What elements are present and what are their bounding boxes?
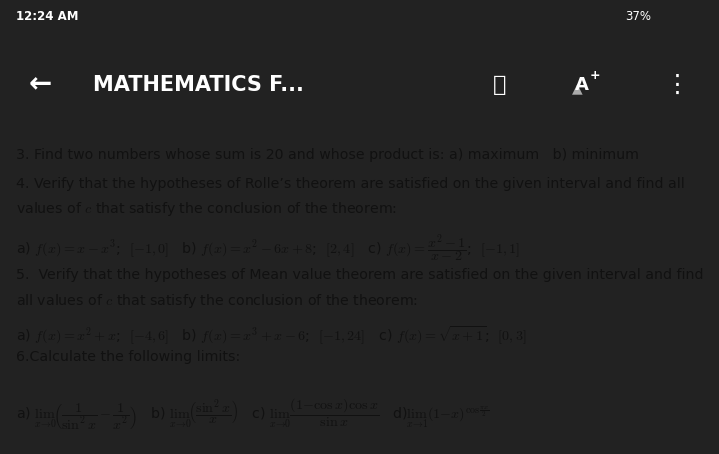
Text: MATHEMATICS F...: MATHEMATICS F... — [93, 75, 304, 95]
Text: values of $c$ that satisfy the conclusion of the theorem:: values of $c$ that satisfy the conclusio… — [16, 200, 397, 218]
Text: 12:24 AM: 12:24 AM — [16, 10, 78, 24]
Text: 37%: 37% — [626, 10, 651, 24]
Text: ←: ← — [29, 71, 52, 99]
Text: ⌕: ⌕ — [493, 75, 506, 95]
Text: a) $f(x) = x - x^3$;  $[-1,0]$   b) $f(x) = x^2 - 6x + 8$;  $[2, 4]$   c) $f(x) : a) $f(x) = x - x^3$; $[-1,0]$ b) $f(x) =… — [16, 232, 520, 265]
Text: +: + — [590, 69, 600, 82]
Text: a) $\lim_{x \to 0}\!\left(\dfrac{1}{\sin^2 x} - \dfrac{1}{x^2}\right)$   b) $\li: a) $\lim_{x \to 0}\!\left(\dfrac{1}{\sin… — [16, 397, 490, 433]
Text: ▲: ▲ — [572, 82, 582, 96]
Text: ⋮: ⋮ — [664, 73, 690, 97]
Text: 6.Calculate the following limits:: 6.Calculate the following limits: — [16, 350, 240, 365]
Text: a) $f(x) = x^2 + x$;  $[-4, 6]$   b) $f(x) = x^3 + x - 6$;  $[-1, 24]$   c) $f(x: a) $f(x) = x^2 + x$; $[-4, 6]$ b) $f(x) … — [16, 325, 526, 347]
Text: 3. Find two numbers whose sum is 20 and whose product is: a) maximum   b) minimu: 3. Find two numbers whose sum is 20 and … — [16, 148, 638, 162]
Text: 4. Verify that the hypotheses of Rolle’s theorem are satisfied on the given inte: 4. Verify that the hypotheses of Rolle’s… — [16, 177, 684, 191]
Text: A: A — [575, 76, 589, 94]
Text: all values of $c$ that satisfy the conclusion of the theorem:: all values of $c$ that satisfy the concl… — [16, 292, 418, 310]
Text: 5.  Verify that the hypotheses of Mean value theorem are satisfied on the given : 5. Verify that the hypotheses of Mean va… — [16, 268, 703, 282]
